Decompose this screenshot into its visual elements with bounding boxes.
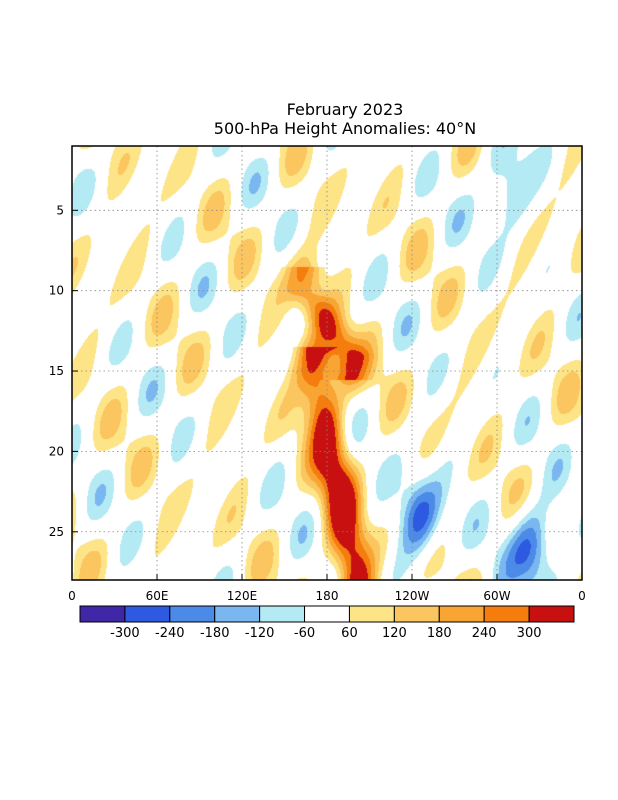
y-axis: 5 10 15 20 25 [49, 203, 78, 539]
y-tick-label: 25 [49, 525, 64, 539]
colorbar-swatch [79, 605, 126, 623]
plot-area [71, 145, 583, 581]
colorbar: -300 -240 -180 -120 -60 60 120 180 240 300 [79, 605, 575, 641]
colorbar-label: 60 [341, 626, 358, 641]
colorbar-label: -180 [200, 626, 230, 641]
colorbar-swatch [438, 605, 485, 623]
colorbar-label: 120 [382, 626, 407, 641]
y-tick-label: 15 [49, 364, 64, 378]
grid-lines [72, 146, 582, 580]
y-tick-label: 10 [49, 284, 64, 298]
x-tick-label: 60W [483, 589, 510, 603]
colorbar-label: 240 [472, 626, 497, 641]
x-tick-label: 60E [146, 589, 169, 603]
colorbar-swatch [483, 605, 530, 623]
colorbar-swatch [214, 605, 261, 623]
colorbar-label: -240 [155, 626, 185, 641]
y-tick-label: 20 [49, 444, 64, 458]
y-tick-label: 5 [56, 203, 64, 217]
x-tick-label: 120W [395, 589, 430, 603]
x-tick-label: 0 [68, 589, 76, 603]
chart-title: February 2023 [287, 100, 404, 119]
x-tick-label: 120E [227, 589, 258, 603]
colorbar-label: -120 [245, 626, 275, 641]
colorbar-label: -300 [110, 626, 140, 641]
colorbar-swatch [304, 605, 350, 623]
x-tick-label: 180 [316, 589, 339, 603]
chart-subtitle: 500-hPa Height Anomalies: 40°N [214, 119, 476, 138]
colorbar-label: -60 [294, 626, 315, 641]
colorbar-swatch [348, 605, 395, 623]
colorbar-label: 300 [517, 626, 542, 641]
colorbar-swatch [124, 605, 171, 623]
colorbar-label: 180 [427, 626, 452, 641]
colorbar-swatch [259, 605, 306, 623]
colorbar-swatch [169, 605, 216, 623]
x-axis: 0 60E 120E 180 120W 60W 0 [68, 574, 586, 603]
x-tick-label: 0 [578, 589, 586, 603]
colorbar-swatch [393, 605, 440, 623]
colorbar-swatch [528, 605, 575, 623]
